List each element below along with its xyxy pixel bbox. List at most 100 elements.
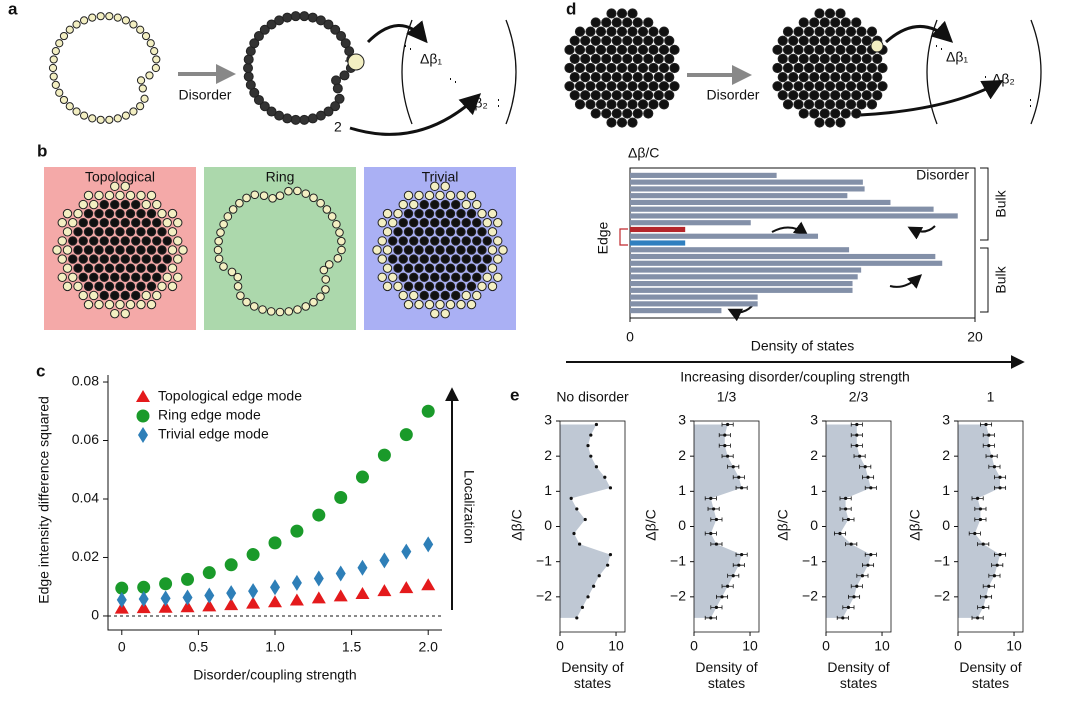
lattice-site <box>611 108 622 119</box>
lattice-site <box>330 24 341 35</box>
bar <box>630 179 863 185</box>
lattice-site <box>798 35 809 46</box>
lattice-site <box>120 254 130 264</box>
lattice-site <box>125 245 136 255</box>
lattice-site <box>282 12 293 23</box>
lattice-site <box>414 208 424 219</box>
lattice-site <box>851 53 862 65</box>
lattice-site <box>627 117 638 128</box>
lattice-site <box>268 194 277 203</box>
lattice-site <box>664 90 675 101</box>
point <box>990 454 994 458</box>
lattice-site <box>344 46 355 57</box>
point <box>866 563 870 567</box>
mode-label: Δβ₂ <box>465 95 488 111</box>
lattice-site <box>393 208 403 219</box>
lattice-site <box>824 26 836 37</box>
lattice-site <box>382 245 393 255</box>
lattice-site <box>788 53 799 65</box>
lattice-site <box>632 35 643 46</box>
bracket <box>1030 19 1042 125</box>
y-tick-label: 3 <box>810 412 818 428</box>
lattice-site <box>152 254 162 264</box>
lattice-site <box>482 254 492 264</box>
point <box>608 486 613 490</box>
lattice-site <box>141 218 151 228</box>
lattice-site <box>321 275 331 284</box>
lattice-site <box>337 236 346 246</box>
lattice-site <box>104 227 115 237</box>
lattice-site <box>242 193 251 203</box>
lattice-site <box>809 71 820 83</box>
bar <box>630 287 853 293</box>
lattice-site <box>851 71 862 83</box>
lattice-site <box>466 263 477 273</box>
lattice-site <box>327 212 337 221</box>
x-tick-label: 10 <box>608 638 624 654</box>
lattice-site <box>809 90 820 101</box>
lattice-site <box>125 263 136 273</box>
lattice-site <box>316 292 325 302</box>
y-tick-label: 2 <box>544 447 552 463</box>
lattice-site <box>461 236 471 246</box>
lattice-site <box>55 39 64 48</box>
lattice-site <box>430 308 440 319</box>
lattice-site <box>419 254 429 264</box>
lattice-site <box>664 35 675 46</box>
lattice-site <box>83 208 94 219</box>
point <box>846 517 851 522</box>
y-tick-label: 3 <box>544 412 552 428</box>
lattice-site <box>104 299 115 310</box>
lattice-site <box>814 26 825 37</box>
bar <box>630 199 891 206</box>
lattice-site <box>574 99 586 110</box>
lattice-site <box>140 94 149 103</box>
marker <box>421 404 435 418</box>
lattice-site <box>472 272 482 282</box>
lattice-site <box>580 35 591 46</box>
lattice-site <box>275 307 285 317</box>
lattice-site <box>643 90 654 101</box>
lattice-site <box>259 24 270 35</box>
lattice-site <box>332 219 341 229</box>
lattice-site <box>777 90 788 101</box>
lattice-site <box>88 13 97 22</box>
lattice-site <box>456 227 466 237</box>
marker <box>291 574 302 591</box>
lattice-site <box>99 199 109 210</box>
lattice-site <box>595 62 607 74</box>
point <box>592 584 596 588</box>
x-axis-label: Density of states <box>561 659 624 691</box>
lattice-site <box>451 290 461 301</box>
lattice-site <box>403 299 414 310</box>
bar <box>630 240 686 246</box>
lattice-site <box>377 254 387 264</box>
y-tick-label: 0.02 <box>72 548 99 564</box>
point <box>578 542 582 546</box>
lattice-site <box>445 299 456 310</box>
lattice-site <box>835 81 846 92</box>
lattice-site <box>65 102 74 111</box>
lattice-site <box>440 272 450 282</box>
panel-title: 2/3 <box>849 389 869 405</box>
point <box>572 531 576 536</box>
lattice-site <box>601 108 612 119</box>
lattice-site <box>590 17 601 28</box>
lattice-site <box>445 263 456 273</box>
lattice-site <box>606 81 617 92</box>
lattice-site <box>445 281 456 292</box>
point <box>589 454 593 458</box>
lattice-site <box>824 99 836 110</box>
lattice-site <box>461 199 471 210</box>
lattice-site <box>324 260 334 269</box>
lattice-site <box>99 254 109 264</box>
lattice-site <box>266 19 277 30</box>
lattice-site <box>611 35 622 46</box>
y-tick-label: 0 <box>678 517 686 533</box>
point <box>569 496 573 500</box>
lattice-site <box>110 181 120 192</box>
lattice-site <box>456 208 466 219</box>
lattice-site <box>824 81 836 92</box>
y-tick-label: −2 <box>934 588 950 604</box>
